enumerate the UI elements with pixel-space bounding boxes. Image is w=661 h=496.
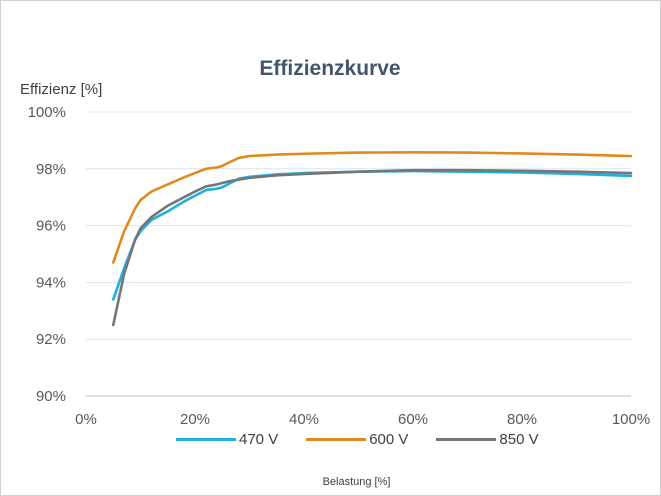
y-tick-label: 96% [36,218,66,235]
legend-label: 470 V [239,431,279,448]
y-tick-label: 90% [36,388,66,405]
y-axis-label: Effizienz [%] [20,81,103,98]
x-tick-label: 100% [612,411,650,428]
series-line [111,151,633,264]
x-tick-label: 40% [289,411,319,428]
legend-item: 470 V [176,431,278,448]
x-axis-label: Belastung [%] [322,476,391,488]
x-tick-label: 60% [398,411,428,428]
legend-swatch [436,438,497,441]
legend-item: 850 V [436,431,539,448]
legend-label: 600 V [369,431,409,448]
y-tick-label: 94% [36,274,66,291]
chart-title: Effizienzkurve [259,57,401,80]
legend-label: 850 V [499,431,539,448]
chart-legend: 470 V 600 V 850 V [176,431,567,448]
x-tick-label: 80% [507,411,537,428]
legend-swatch [176,438,236,441]
y-tick-label: 92% [36,331,66,348]
series-line [111,169,633,301]
legend-item: 600 V [306,431,408,448]
x-tick-label: 0% [75,411,97,428]
series-line [111,168,633,327]
legend-swatch [306,438,367,441]
x-tick-label: 20% [180,411,210,428]
y-tick-label: 100% [28,104,66,121]
y-tick-label: 98% [36,161,66,178]
